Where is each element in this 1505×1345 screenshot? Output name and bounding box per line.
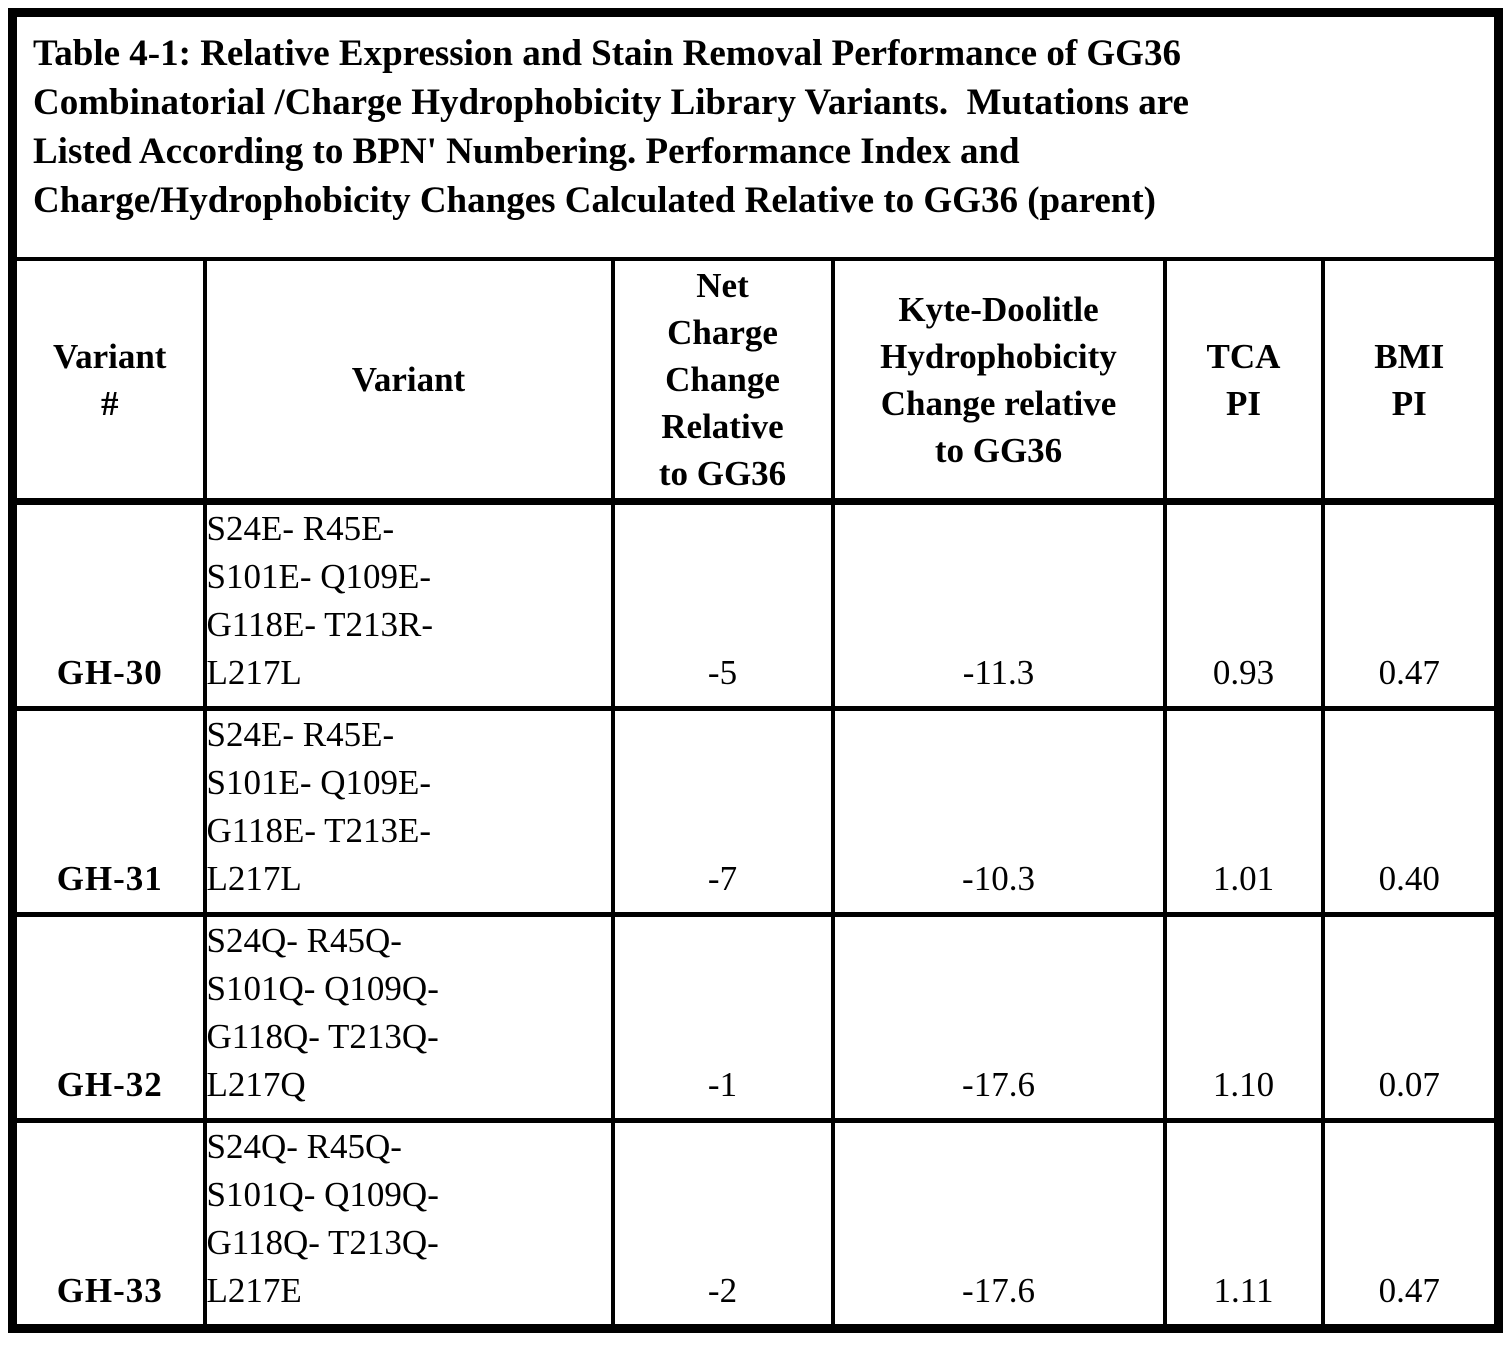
cell-mutations: S24Q- R45Q- S101Q- Q109Q- G118Q- T213Q- …: [202, 912, 615, 1123]
cell-bmi-pi: 0.07: [1320, 912, 1501, 1123]
cell-net-charge: -7: [610, 706, 835, 917]
column-header-variant-number: Variant #: [10, 257, 207, 505]
cell-net-charge: -5: [610, 499, 835, 711]
column-header-variant: Variant: [202, 257, 615, 505]
cell-mutations: S24E- R45E- S101E- Q109E- G118E- T213R- …: [202, 499, 615, 711]
table-row: GH-33 S24Q- R45Q- S101Q- Q109Q- G118Q- T…: [10, 1118, 1501, 1331]
cell-hydrophobicity-change: -17.6: [830, 1118, 1167, 1331]
cell-tca-pi: 1.01: [1162, 706, 1325, 917]
cell-hydrophobicity-change: -11.3: [830, 499, 1167, 711]
variants-table: Table 4-1: Relative Expression and Stain…: [8, 8, 1503, 1333]
cell-bmi-pi: 0.47: [1320, 1118, 1501, 1331]
cell-mutations: S24Q- R45Q- S101Q- Q109Q- G118Q- T213Q- …: [202, 1118, 615, 1331]
table-row: GH-32 S24Q- R45Q- S101Q- Q109Q- G118Q- T…: [10, 912, 1501, 1123]
cell-tca-pi: 1.11: [1162, 1118, 1325, 1331]
cell-bmi-pi: 0.40: [1320, 706, 1501, 917]
cell-bmi-pi: 0.47: [1320, 499, 1501, 711]
table-title: Table 4-1: Relative Expression and Stain…: [10, 10, 1501, 261]
cell-mutations: S24E- R45E- S101E- Q109E- G118E- T213E- …: [202, 706, 615, 917]
cell-tca-pi: 0.93: [1162, 499, 1325, 711]
cell-net-charge: -2: [610, 1118, 835, 1331]
table-row: GH-31 S24E- R45E- S101E- Q109E- G118E- T…: [10, 706, 1501, 917]
cell-variant-number: GH-31: [10, 706, 207, 917]
column-header-bmi-pi: BMI PI: [1320, 257, 1501, 505]
cell-variant-number: GH-33: [10, 1118, 207, 1331]
table-title-row: Table 4-1: Relative Expression and Stain…: [10, 10, 1501, 261]
cell-net-charge: -1: [610, 912, 835, 1123]
column-header-tca-pi: TCA PI: [1162, 257, 1325, 505]
cell-hydrophobicity-change: -10.3: [830, 706, 1167, 917]
cell-variant-number: GH-32: [10, 912, 207, 1123]
table-row: GH-30 S24E- R45E- S101E- Q109E- G118E- T…: [10, 499, 1501, 711]
cell-variant-number: GH-30: [10, 499, 207, 711]
column-header-hydrophobicity-change: Kyte-Doolitle Hydrophobicity Change rela…: [830, 257, 1167, 505]
column-header-net-charge-change: Net Charge Change Relative to GG36: [610, 257, 835, 505]
cell-hydrophobicity-change: -17.6: [830, 912, 1167, 1123]
cell-tca-pi: 1.10: [1162, 912, 1325, 1123]
table-header-row: Variant # Variant Net Charge Change Rela…: [10, 257, 1501, 505]
